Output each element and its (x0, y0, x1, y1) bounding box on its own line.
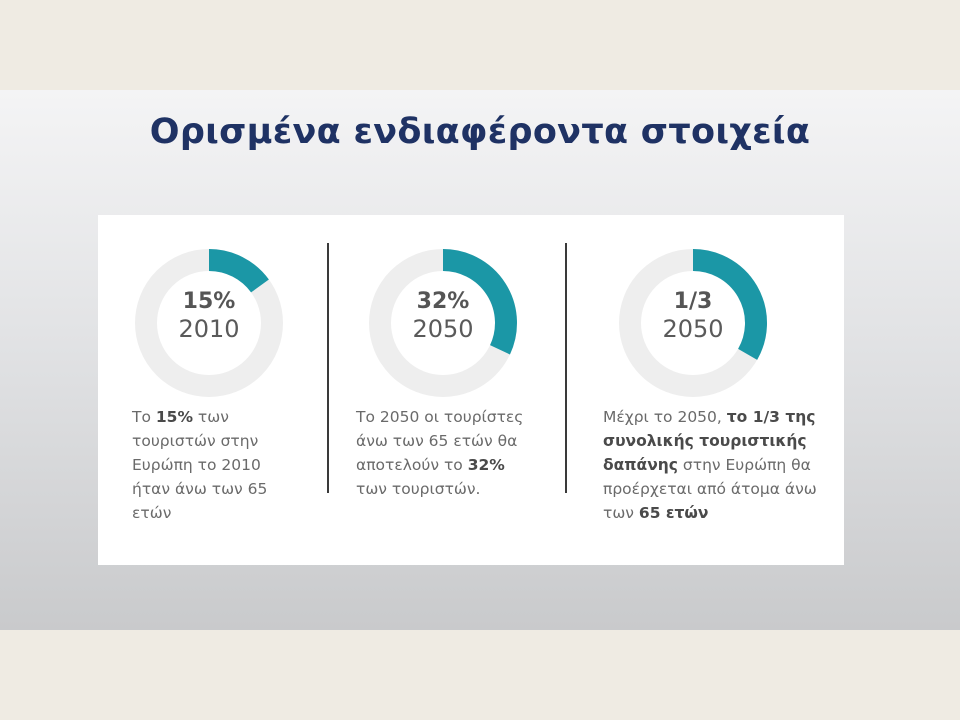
donut-arc (442, 249, 517, 355)
body-text: Το (132, 408, 156, 426)
body-text: των τουριστών στην Ευρώπη το 2010 ήταν ά… (132, 408, 268, 522)
stat-year: 2010 (178, 315, 240, 343)
highlight-text: 65 ετών (638, 504, 709, 522)
stat-card: 15% 2010 Το 15% των τουριστών στην Ευρώπ… (98, 215, 327, 565)
infographic-panel: 15% 2010 Το 15% των τουριστών στην Ευρώπ… (98, 215, 844, 565)
stat-value: 1/3 (673, 289, 713, 314)
donut-chart (135, 249, 283, 397)
stat-year: 2050 (662, 315, 724, 343)
stat-card: 1/3 2050 Μέχρι το 2050, το 1/3 της συνολ… (567, 215, 844, 565)
stat-year: 2050 (412, 315, 474, 343)
column-divider (565, 243, 567, 493)
slide-title: Ορισμένα ενδιαφέροντα στοιχεία (149, 112, 811, 152)
column-divider (327, 243, 329, 493)
stat-description: Μέχρι το 2050, το 1/3 της συνολικής τουρ… (603, 405, 833, 525)
highlight-text: το 1/3 της συνολικής τουριστικής δαπάνης (603, 408, 816, 474)
body-text: Το 2050 οι τουρίστες άνω των 65 ετών θα … (356, 408, 524, 474)
donut-arc (692, 249, 767, 360)
stat-description: Το 2050 οι τουρίστες άνω των 65 ετών θα … (356, 405, 526, 501)
body-text: Μέχρι το 2050, (603, 408, 727, 426)
donut-chart (619, 249, 767, 397)
stat-description: Το 15% των τουριστών στην Ευρώπη το 2010… (132, 405, 292, 525)
stat-value: 15% (182, 289, 236, 314)
donut-chart (369, 249, 517, 397)
donut-arc (208, 249, 269, 293)
body-text: στην Ευρώπη θα προέρχεται από άτομα άνω … (603, 456, 817, 522)
body-text: των τουριστών. (356, 480, 481, 498)
stat-card: 32% 2050 Το 2050 οι τουρίστες άνω των 65… (329, 215, 565, 565)
stat-value: 32% (416, 289, 470, 314)
highlight-text: 15% (155, 408, 193, 426)
highlight-text: 32% (467, 456, 505, 474)
